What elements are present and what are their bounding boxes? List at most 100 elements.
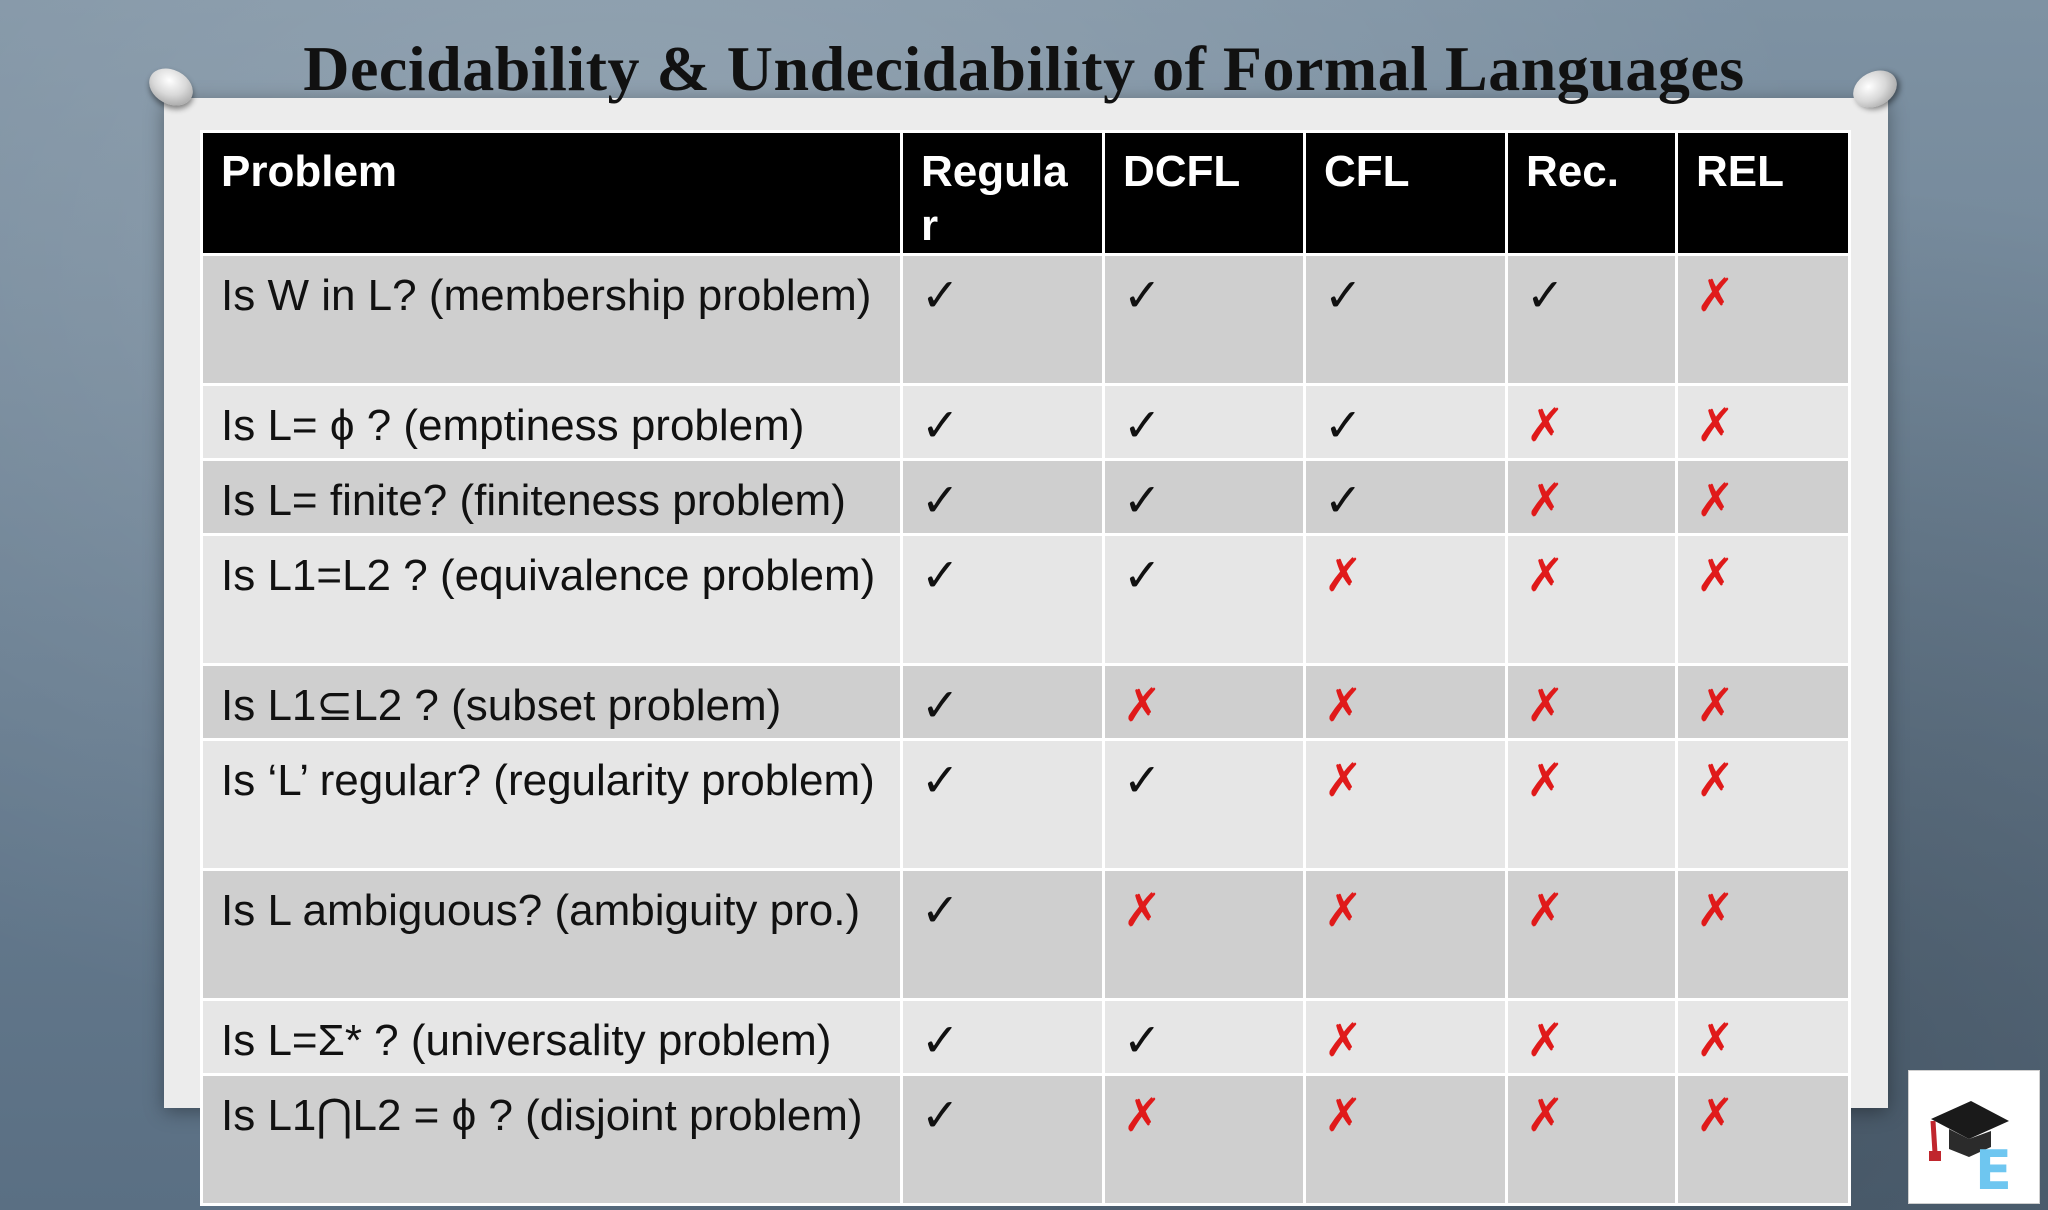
- problem-cell: Is L=Σ* ? (universality problem): [200, 998, 903, 1076]
- cross-icon: ✗: [1526, 679, 1565, 731]
- checkmark-icon: ✓: [1324, 269, 1363, 321]
- mark-cell: ✓: [900, 998, 1105, 1076]
- mark-cell: ✗: [1675, 663, 1851, 741]
- header-dcfl: DCFL: [1102, 130, 1306, 256]
- cross-icon: ✗: [1526, 474, 1565, 526]
- cross-icon: ✗: [1324, 754, 1363, 806]
- mark-cell: ✗: [1675, 458, 1851, 536]
- checkmark-icon: ✓: [921, 754, 960, 806]
- mark-cell: ✓: [900, 458, 1105, 536]
- cross-icon: ✗: [1324, 549, 1363, 601]
- table-row: Is L= finite? (finiteness problem) ✓ ✓ ✓ ✗ ✗: [200, 458, 1851, 536]
- mark-cell: ✗: [1675, 533, 1851, 666]
- table-row: Is L=Σ* ? (universality problem) ✓ ✓ ✗ ✗ ✗: [200, 998, 1851, 1076]
- checkmark-icon: ✓: [1324, 474, 1363, 526]
- mark-cell: ✗: [1505, 738, 1678, 871]
- mark-cell: ✗: [1303, 998, 1508, 1076]
- problem-cell: Is L1⊆L2 ? (subset problem): [200, 663, 903, 741]
- problem-cell: Is L= ϕ ? (emptiness problem): [200, 383, 903, 461]
- table-row: Is L1=L2 ? (equivalence problem) ✓ ✓ ✗ ✗ ✗: [200, 533, 1851, 666]
- checkmark-icon: ✓: [1123, 269, 1162, 321]
- checkmark-icon: ✓: [1324, 399, 1363, 451]
- mark-cell: ✗: [1102, 663, 1306, 741]
- problem-cell: Is W in L? (membership problem): [200, 253, 903, 386]
- checkmark-icon: ✓: [1123, 1014, 1162, 1066]
- mark-cell: ✗: [1102, 868, 1306, 1001]
- mark-cell: ✗: [1303, 868, 1508, 1001]
- mark-cell: ✗: [1675, 383, 1851, 461]
- mark-cell: ✓: [1102, 383, 1306, 461]
- checkmark-icon: ✓: [921, 1089, 960, 1141]
- checkmark-icon: ✓: [921, 474, 960, 526]
- header-cfl: CFL: [1303, 130, 1508, 256]
- checkmark-icon: ✓: [1526, 269, 1565, 321]
- mark-cell: ✗: [1505, 533, 1678, 666]
- cross-icon: ✗: [1696, 399, 1735, 451]
- checkmark-icon: ✓: [921, 549, 960, 601]
- cross-icon: ✗: [1696, 1014, 1735, 1066]
- mark-cell: ✓: [1102, 738, 1306, 871]
- mark-cell: ✓: [900, 738, 1105, 871]
- table-row: Is L1⊆L2 ? (subset problem) ✓ ✗ ✗ ✗ ✗: [200, 663, 1851, 741]
- mark-cell: ✗: [1102, 1073, 1306, 1206]
- table-header-row: Problem Regular DCFL CFL Rec. REL: [200, 130, 1851, 256]
- decidability-table: Problem Regular DCFL CFL Rec. REL Is W i…: [200, 130, 1851, 1206]
- problem-cell: Is L ambiguous? (ambiguity pro.): [200, 868, 903, 1001]
- cross-icon: ✗: [1526, 399, 1565, 451]
- mark-cell: ✗: [1675, 868, 1851, 1001]
- header-problem: Problem: [200, 130, 903, 256]
- cross-icon: ✗: [1696, 549, 1735, 601]
- mark-cell: ✗: [1303, 1073, 1508, 1206]
- mark-cell: ✓: [1102, 253, 1306, 386]
- mark-cell: ✓: [900, 868, 1105, 1001]
- cross-icon: ✗: [1123, 1089, 1162, 1141]
- mark-cell: ✓: [900, 533, 1105, 666]
- checkmark-icon: ✓: [1123, 474, 1162, 526]
- cross-icon: ✗: [1696, 754, 1735, 806]
- cross-icon: ✗: [1696, 474, 1735, 526]
- problem-cell: Is L= finite? (finiteness problem): [200, 458, 903, 536]
- mark-cell: ✓: [1102, 998, 1306, 1076]
- cross-icon: ✗: [1696, 679, 1735, 731]
- mark-cell: ✗: [1505, 458, 1678, 536]
- checkmark-icon: ✓: [921, 884, 960, 936]
- table-row: Is W in L? (membership problem) ✓ ✓ ✓ ✓ ✗: [200, 253, 1851, 386]
- mark-cell: ✓: [900, 1073, 1105, 1206]
- mark-cell: ✗: [1675, 1073, 1851, 1206]
- cross-icon: ✗: [1123, 679, 1162, 731]
- mark-cell: ✓: [1505, 253, 1678, 386]
- table-row: Is L1⋂L2 = ϕ ? (disjoint problem) ✓ ✗ ✗ ✗ ✗: [200, 1073, 1851, 1206]
- mark-cell: ✗: [1505, 998, 1678, 1076]
- checkmark-icon: ✓: [921, 1014, 960, 1066]
- cross-icon: ✗: [1123, 884, 1162, 936]
- mark-cell: ✓: [900, 383, 1105, 461]
- logo: E: [1908, 1070, 2040, 1204]
- cross-icon: ✗: [1526, 549, 1565, 601]
- header-rec: Rec.: [1505, 130, 1678, 256]
- mark-cell: ✓: [1303, 458, 1508, 536]
- cross-icon: ✗: [1324, 1014, 1363, 1066]
- problem-cell: Is L1⋂L2 = ϕ ? (disjoint problem): [200, 1073, 903, 1206]
- mark-cell: ✓: [900, 253, 1105, 386]
- cross-icon: ✗: [1526, 884, 1565, 936]
- header-rel: REL: [1675, 130, 1851, 256]
- cross-icon: ✗: [1324, 679, 1363, 731]
- cross-icon: ✗: [1526, 1089, 1565, 1141]
- cross-icon: ✗: [1324, 884, 1363, 936]
- table-row: Is ‘L’ regular? (regularity problem) ✓ ✓ ✗ ✗…: [200, 738, 1851, 871]
- mark-cell: ✗: [1303, 533, 1508, 666]
- problem-cell: Is ‘L’ regular? (regularity problem): [200, 738, 903, 871]
- checkmark-icon: ✓: [921, 399, 960, 451]
- table-body: Is W in L? (membership problem) ✓ ✓ ✓ ✓ ✗ Is L…: [200, 253, 1851, 1206]
- table-row: Is L= ϕ ? (emptiness problem) ✓ ✓ ✓ ✗ ✗: [200, 383, 1851, 461]
- mark-cell: ✗: [1505, 663, 1678, 741]
- cross-icon: ✗: [1526, 754, 1565, 806]
- checkmark-icon: ✓: [1123, 754, 1162, 806]
- problem-cell: Is L1=L2 ? (equivalence problem): [200, 533, 903, 666]
- mark-cell: ✗: [1505, 1073, 1678, 1206]
- cross-icon: ✗: [1696, 1089, 1735, 1141]
- table-row: Is L ambiguous? (ambiguity pro.) ✓ ✗ ✗ ✗ ✗: [200, 868, 1851, 1001]
- checkmark-icon: ✓: [1123, 549, 1162, 601]
- cross-icon: ✗: [1526, 1014, 1565, 1066]
- mark-cell: ✗: [1505, 383, 1678, 461]
